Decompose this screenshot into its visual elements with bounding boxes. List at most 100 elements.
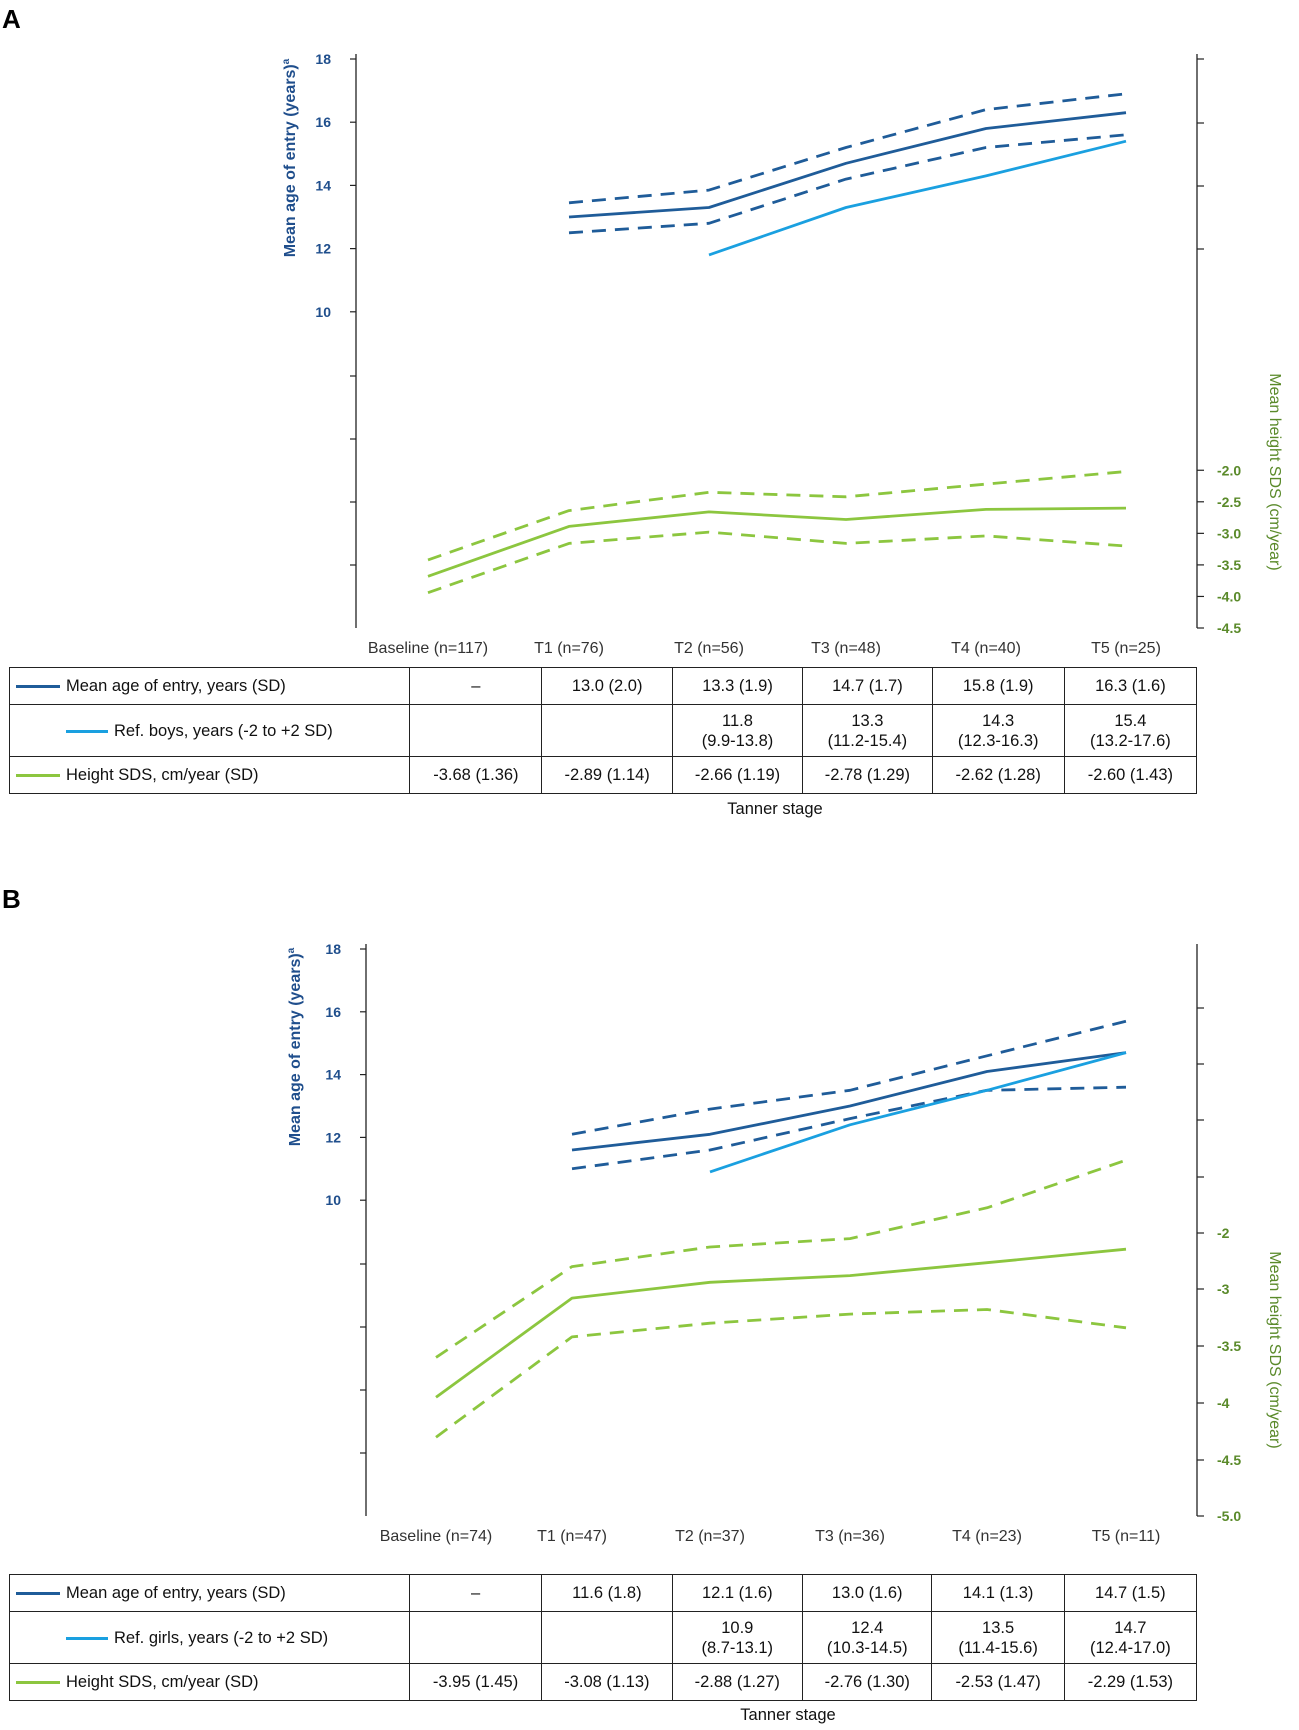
data-table-b: Mean age of entry, years (SD) –11.6 (1.8)… xyxy=(9,1574,1198,1701)
table-cell xyxy=(541,704,673,757)
chart-a: 18 16 14 12 10 -2.0 -2.5 -3.0 -3.5 -4.0 -4.5 Mean a… xyxy=(281,51,1283,657)
series-line-mean-age-of-entry xyxy=(571,1051,1127,1152)
panel-b-letter: B xyxy=(2,884,21,914)
series-line-height-sds-sd xyxy=(427,530,1127,595)
series-line-height-sds-sd xyxy=(435,1308,1127,1439)
row-label: Ref. boys, years (-2 to +2 SD) xyxy=(8,704,411,757)
row-label-text: Mean age of entry, years (SD) xyxy=(66,677,286,695)
series-line-height-sds xyxy=(435,1247,1127,1399)
row-label: Height SDS, cm/year (SD) xyxy=(9,1663,410,1701)
left-tick-label: 14 xyxy=(325,1067,341,1083)
series-line-mean-age-of-entry-sd xyxy=(571,1085,1127,1171)
table-cell: -2.29 (1.53) xyxy=(1063,1663,1198,1701)
right-tick-label: -4.0 xyxy=(1217,588,1241,604)
row-label-text: Ref. boys, years (-2 to +2 SD) xyxy=(114,721,333,740)
category-label: T2 (n=37) xyxy=(675,1528,745,1545)
series-line-mean-age-of-entry-sd xyxy=(568,92,1127,205)
left-tick-label: 18 xyxy=(325,941,341,957)
table-cell: 13.0 (2.0) xyxy=(541,667,673,705)
series-line-mean-age-of-entry-sd xyxy=(571,1019,1127,1136)
left-tick-label: 18 xyxy=(315,51,331,67)
table-cell: 15.8 (1.9) xyxy=(931,667,1065,705)
category-label: T1 (n=76) xyxy=(534,640,604,657)
legend-key-swatch xyxy=(66,1636,108,1640)
table-row: Mean age of entry, years (SD) –13.0 (2.0)… xyxy=(8,667,1198,705)
table-cell: 14.7 (12.4-17.0) xyxy=(1063,1611,1198,1664)
table-cell: -2.89 (1.14) xyxy=(541,756,673,794)
table-cell: 12.4 (10.3-14.5) xyxy=(801,1611,933,1664)
table-row: Height SDS, cm/year (SD) -3.95 (1.45) -3.0… xyxy=(9,1663,1198,1701)
legend-key-swatch xyxy=(16,1681,60,1685)
left-tick-label: 12 xyxy=(315,241,331,257)
category-label: T4 (n=23) xyxy=(952,1528,1022,1545)
legend-key-swatch xyxy=(16,774,60,778)
table-cell: 14.3 (12.3-16.3) xyxy=(931,704,1065,757)
category-label: T4 (n=40) xyxy=(951,640,1021,657)
right-tick-label: -2.0 xyxy=(1217,462,1241,478)
left-tick-label: 16 xyxy=(325,1004,341,1020)
category-label: T5 (n=25) xyxy=(1091,640,1161,657)
table-cell: -3.08 (1.13) xyxy=(541,1663,673,1701)
category-label: T1 (n=47) xyxy=(537,1528,607,1545)
right-tick-label: -3.5 xyxy=(1217,1338,1241,1354)
category-label: T3 (n=36) xyxy=(815,1528,885,1545)
table-cell: -2.76 (1.30) xyxy=(801,1663,933,1701)
legend-key-swatch xyxy=(16,685,60,689)
table-cell: 10.9 (8.7-13.1) xyxy=(671,1611,803,1664)
table-cell: 13.5 (11.4-15.6) xyxy=(931,1611,1065,1664)
series-line-height-sds-sd xyxy=(427,470,1127,562)
row-label: Height SDS, cm/year (SD) xyxy=(8,756,411,794)
left-tick-label: 10 xyxy=(325,1192,341,1208)
table-cell: 13.0 (1.6) xyxy=(801,1574,933,1612)
right-axis-title: Mean height SDS (cm/year) xyxy=(1266,373,1283,570)
left-axis-title-superscript: a xyxy=(281,58,292,64)
series-line-ref-girls xyxy=(709,1051,1127,1174)
series-line-height-sds xyxy=(427,506,1127,578)
table-cell: -2.53 (1.47) xyxy=(931,1663,1065,1701)
series-line-mean-age-of-entry-sd xyxy=(568,133,1127,235)
table-cell: 11.8 (9.9-13.8) xyxy=(671,704,804,757)
row-label-text: Height SDS, cm/year (SD) xyxy=(66,766,259,784)
category-label: T2 (n=56) xyxy=(674,640,744,657)
x-axis-title-a: Tanner stage xyxy=(727,800,823,818)
right-tick-label: -3.5 xyxy=(1217,557,1241,573)
table-cell xyxy=(541,1611,673,1664)
left-tick-label: 16 xyxy=(315,114,331,130)
row-label: Mean age of entry, years (SD) xyxy=(9,1574,410,1612)
table-row: Ref. boys, years (-2 to +2 SD) 11.8 (9.9-1… xyxy=(8,704,1198,757)
table-cell: 16.3 (1.6) xyxy=(1063,667,1198,705)
row-label-text: Mean age of entry, years (SD) xyxy=(66,1584,286,1602)
right-tick-label: -4.5 xyxy=(1217,620,1241,636)
table-cell: 15.4 (13.2-17.6) xyxy=(1063,704,1198,757)
category-label: Baseline (n=117) xyxy=(368,640,488,657)
category-label: Baseline (n=74) xyxy=(380,1528,493,1545)
left-tick-label: 10 xyxy=(315,304,331,320)
table-cell: -2.60 (1.43) xyxy=(1063,756,1198,794)
right-axis-title: Mean height SDS (cm/year) xyxy=(1266,1251,1283,1448)
table-cell: -2.88 (1.27) xyxy=(671,1663,803,1701)
table-cell xyxy=(408,1611,543,1664)
data-table-a: Mean age of entry, years (SD) –13.0 (2.0)… xyxy=(8,667,1198,794)
table-cell: -3.68 (1.36) xyxy=(409,756,543,794)
category-label: T5 (n=11) xyxy=(1092,1528,1161,1545)
category-label: T3 (n=48) xyxy=(811,640,881,657)
right-tick-label: -2 xyxy=(1217,1225,1230,1241)
table-cell: -2.62 (1.28) xyxy=(931,756,1065,794)
table-cell: 14.1 (1.3) xyxy=(931,1574,1065,1612)
row-label: Ref. girls, years (-2 to +2 SD) xyxy=(9,1611,410,1664)
right-tick-label: -4.5 xyxy=(1217,1452,1241,1468)
table-cell: -3.95 (1.45) xyxy=(408,1663,543,1701)
table-cell: 13.3 (1.9) xyxy=(671,667,804,705)
table-cell: 12.1 (1.6) xyxy=(671,1574,803,1612)
right-tick-label: -2.5 xyxy=(1217,494,1241,510)
table-row: Mean age of entry, years (SD) –11.6 (1.8)… xyxy=(9,1574,1198,1612)
right-tick-label: -3.0 xyxy=(1217,525,1241,541)
table-cell: 14.7 (1.7) xyxy=(802,667,933,705)
right-tick-label: -5.0 xyxy=(1217,1508,1241,1524)
legend-key-swatch xyxy=(66,729,108,733)
right-tick-label: -4 xyxy=(1217,1395,1230,1411)
left-axis-title: Mean age of entry (years)a xyxy=(281,58,299,257)
left-tick-label: 14 xyxy=(315,177,331,193)
table-cell: – xyxy=(408,1574,543,1612)
